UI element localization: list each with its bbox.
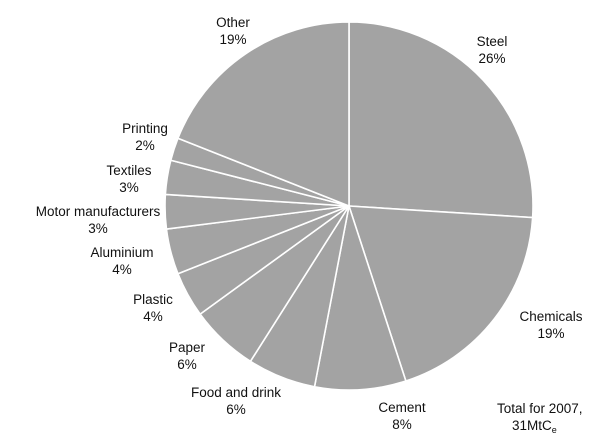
slice-name: Aluminium — [90, 245, 153, 260]
slice-label-other: Other 19% — [216, 15, 250, 47]
slice-labels: Steel 26% Chemicals 19% Cement 8% Food and dri… — [36, 15, 583, 432]
slice-value: 4% — [143, 309, 163, 324]
slice-label-steel: Steel 26% — [477, 34, 508, 66]
pie-slice-chemicals — [348, 205, 534, 382]
total-note-unit: 31MtC — [512, 418, 552, 433]
slice-value: 2% — [135, 138, 155, 153]
slice-value: 4% — [112, 262, 132, 277]
pie-slices — [164, 21, 534, 391]
slice-label-plastic: Plastic 4% — [133, 292, 173, 324]
slice-value: 19% — [537, 326, 564, 341]
slice-value: 6% — [226, 402, 246, 417]
slice-value: 8% — [392, 417, 412, 432]
slice-name: Paper — [169, 340, 206, 355]
slice-label-food-and-drink: Food and drink 6% — [191, 385, 281, 417]
slice-name: Cement — [378, 400, 426, 415]
pie-slice-steel — [348, 21, 534, 219]
slice-value: 6% — [177, 357, 197, 372]
pie-slice-cement — [313, 205, 407, 391]
total-note-unit-subscript: e — [552, 425, 557, 434]
slice-name: Textiles — [106, 163, 151, 178]
slice-name: Other — [216, 15, 250, 30]
slice-label-printing: Printing 2% — [122, 121, 168, 153]
pie-slice-other — [177, 21, 350, 207]
slice-name: Motor manufacturers — [36, 204, 161, 219]
slice-name: Plastic — [133, 292, 173, 307]
slice-name: Steel — [477, 34, 508, 49]
slice-label-motor-manufacturers: Motor manufacturers 3% — [36, 204, 161, 236]
slice-label-paper: Paper 6% — [169, 340, 206, 372]
slice-label-chemicals: Chemicals 19% — [519, 309, 582, 341]
slice-name: Food and drink — [191, 385, 281, 400]
slice-label-textiles: Textiles 3% — [106, 163, 151, 195]
slice-label-cement: Cement 8% — [378, 400, 426, 432]
slice-value: 3% — [119, 180, 139, 195]
slice-name: Chemicals — [519, 309, 582, 324]
slice-name: Printing — [122, 121, 168, 136]
slice-value: 26% — [478, 51, 505, 66]
slice-value: 3% — [88, 221, 108, 236]
slice-label-aluminium: Aluminium 4% — [90, 245, 153, 277]
total-note-line2: 31MtCe — [512, 418, 557, 434]
slice-value: 19% — [219, 32, 246, 47]
total-note-line1: Total for 2007, — [497, 401, 583, 416]
